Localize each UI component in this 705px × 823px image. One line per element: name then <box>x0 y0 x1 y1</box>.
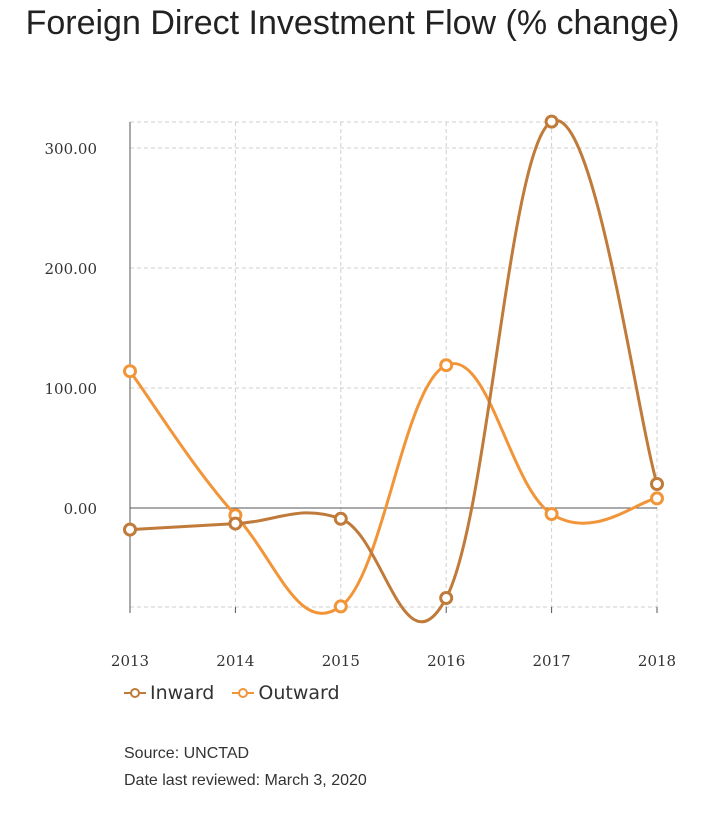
legend-swatch-inward <box>124 688 146 698</box>
review-date: Date last reviewed: March 3, 2020 <box>124 772 367 789</box>
line-chart: 0.00 100.00 200.00 300.00 2013 2014 2015 2016 20… <box>45 114 676 670</box>
legend: Inward Outward <box>124 682 340 704</box>
chart-footer: Source: UNCTAD Date last reviewed: March… <box>124 740 367 794</box>
chart-title: Foreign Direct Investment Flow (% change… <box>25 4 680 42</box>
x-tick-label: 2018 <box>638 652 676 670</box>
x-tick-label: 2013 <box>111 652 149 670</box>
y-tick-label: 100.00 <box>45 380 98 398</box>
y-tick-label: 300.00 <box>45 140 98 158</box>
data-point-outward-2015 <box>333 599 348 614</box>
y-tick-label: 0.00 <box>64 500 97 518</box>
y-tick-label: 200.00 <box>45 260 98 278</box>
x-tick-label: 2015 <box>322 652 360 670</box>
data-point-inward-2016 <box>439 591 454 605</box>
legend-item-outward[interactable]: Outward <box>232 682 340 704</box>
x-tick-label: 2016 <box>427 652 465 670</box>
x-tick-label: 2014 <box>216 652 254 670</box>
data-point-inward-2015 <box>333 511 348 526</box>
data-point-inward-2018 <box>650 477 664 491</box>
legend-item-inward[interactable]: Inward <box>124 682 214 704</box>
data-point-outward-2018 <box>650 491 664 506</box>
data-point-outward-2016 <box>439 358 454 373</box>
data-point-outward-2017 <box>544 507 559 521</box>
series-line-outward <box>128 362 658 615</box>
source-note: Source: UNCTAD <box>124 745 250 762</box>
legend-label-outward: Outward <box>258 682 340 704</box>
data-point-inward-2014 <box>228 516 243 531</box>
data-point-inward-2017 <box>544 114 559 129</box>
data-point-inward-2013 <box>123 522 137 537</box>
x-tick-label: 2017 <box>533 652 571 670</box>
legend-label-inward: Inward <box>150 682 215 704</box>
data-point-outward-2013 <box>123 364 137 379</box>
series-line-inward <box>129 119 659 624</box>
legend-swatch-outward <box>232 688 255 698</box>
